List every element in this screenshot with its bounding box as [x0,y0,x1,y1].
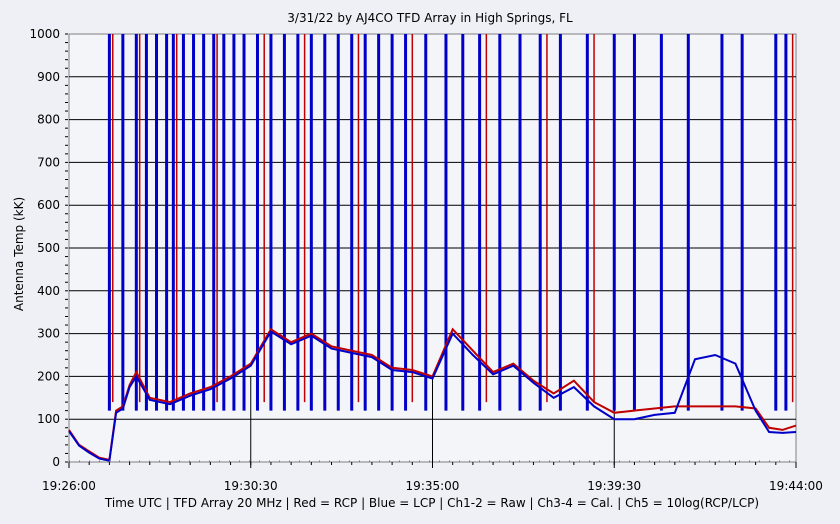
chart-title: 3/31/22 by AJ4CO TFD Array in High Sprin… [287,11,573,25]
x-tick-label: 19:39:30 [587,479,641,493]
y-tick-label: 100 [37,412,60,426]
y-tick-label: 300 [37,327,60,341]
y-tick-label: 600 [37,198,60,212]
x-tick-label: 19:30:30 [224,479,278,493]
series-line-lcp [68,330,797,462]
y-tick-label: 500 [37,241,60,255]
y-tick-label: 700 [37,155,60,169]
y-tick-label: 1000 [29,27,60,41]
y-axis-label: Antenna Temp (kK) [12,197,26,311]
y-tick-label: 400 [37,284,60,298]
minor-ticks [65,33,797,468]
x-axis-label: Time UTC | TFD Array 20 MHz | Red = RCP … [104,496,759,510]
series-layer [68,34,797,462]
y-tick-label: 200 [37,369,60,383]
x-tick-labels: 19:26:00 19:30:30 19:35:00 19:39:30 19:44:00 [42,479,823,493]
y-tick-label: 800 [37,113,60,127]
gridlines [69,76,796,462]
series-line-rcp [68,327,797,462]
y-tick-label: 900 [37,70,60,84]
x-tick-label: 19:35:00 [406,479,460,493]
x-tick-label: 19:44:00 [769,479,823,493]
y-tick-labels: 0 100 200 300 400 500 600 700 800 900 1000 [29,27,60,469]
y-tick-label: 0 [52,455,60,469]
x-tick-label: 19:26:00 [42,479,96,493]
